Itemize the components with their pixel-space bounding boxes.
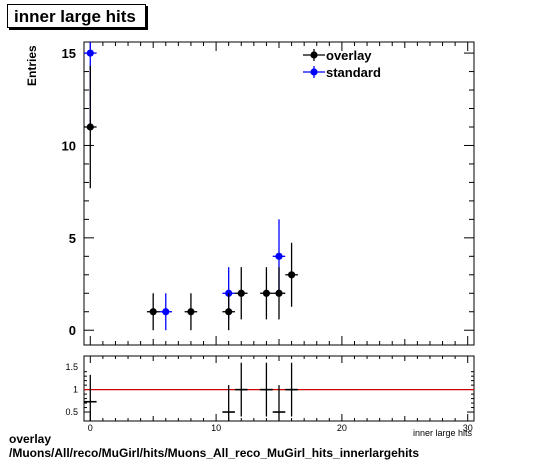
overlay-point bbox=[262, 289, 271, 297]
overlay-point bbox=[86, 123, 94, 131]
overlay-point bbox=[149, 308, 157, 316]
legend-label: standard bbox=[326, 65, 381, 80]
x-tick-label: 10 bbox=[211, 423, 221, 433]
standard-point bbox=[275, 252, 283, 260]
ratio-data-marks bbox=[84, 362, 298, 421]
main-data-marks bbox=[84, 42, 298, 331]
ratio-y-tick-label: 1 bbox=[73, 385, 78, 395]
y-tick-label: 5 bbox=[69, 231, 76, 246]
overlay-point bbox=[275, 289, 283, 297]
overlay-point bbox=[287, 271, 296, 279]
x-tick-label: 20 bbox=[337, 423, 347, 433]
standard-point bbox=[162, 308, 170, 316]
x-tick-label: 0 bbox=[88, 423, 93, 433]
y-tick-label: 0 bbox=[69, 323, 76, 338]
standard-point bbox=[86, 49, 94, 57]
overlay-point bbox=[237, 289, 245, 297]
legend-label: overlay bbox=[326, 48, 372, 63]
x-tick-label: 30 bbox=[463, 423, 473, 433]
overlay-point bbox=[225, 308, 233, 316]
y-axis-label: Entries bbox=[25, 45, 39, 86]
chart-title: inner large hits bbox=[7, 4, 146, 28]
legend-marker bbox=[310, 68, 318, 76]
ratio-y-tick-label: 1.5 bbox=[65, 362, 78, 372]
caption-line1: overlay bbox=[9, 432, 52, 446]
overlay-point bbox=[187, 308, 195, 316]
y-tick-label: 15 bbox=[62, 46, 76, 61]
legend-marker bbox=[310, 51, 318, 59]
ratio-y-tick-label: 0.5 bbox=[65, 407, 78, 417]
y-tick-label: 10 bbox=[62, 138, 76, 153]
main-axes: 0 5 10 15 bbox=[62, 42, 474, 345]
legend: overlay standard bbox=[303, 48, 381, 80]
caption-line2: /Muons/All/reco/MuGirl/hits/Muons_All_re… bbox=[9, 446, 420, 460]
x-axis-label: inner large hits bbox=[413, 428, 473, 438]
